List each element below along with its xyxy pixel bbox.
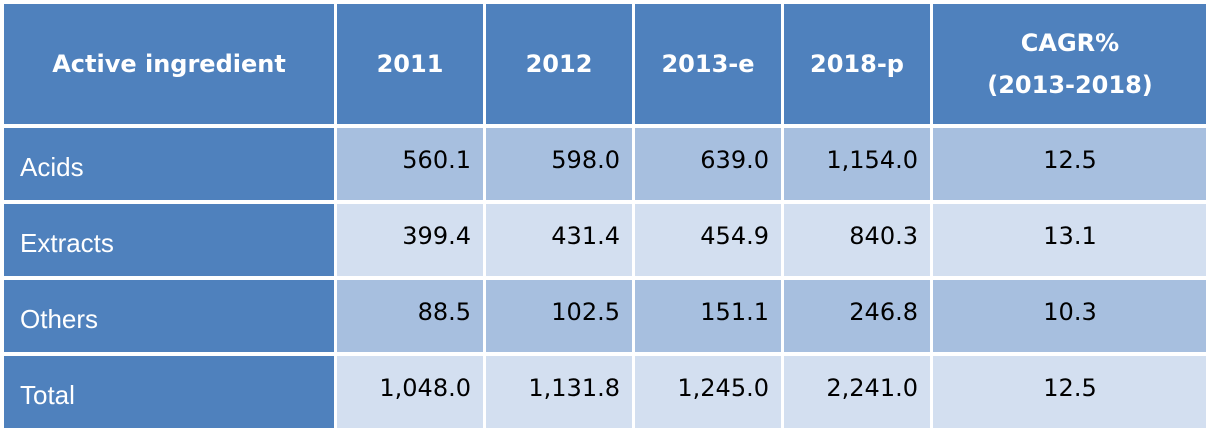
- cell-extracts-2011: 399.4: [337, 204, 483, 276]
- cell-total-cagr: 12.5: [933, 356, 1206, 428]
- cell-others-2013-e: 151.1: [635, 280, 781, 352]
- cell-total-2013-e: 1,245.0: [635, 356, 781, 428]
- header-2011: 2011: [337, 4, 483, 124]
- header-2018-p: 2018-p: [784, 4, 930, 124]
- cell-others-cagr: 10.3: [933, 280, 1206, 352]
- cell-others-2012: 102.5: [486, 280, 632, 352]
- header-active-ingredient: Active ingredient: [4, 4, 334, 124]
- header-2012: 2012: [486, 4, 632, 124]
- cell-extracts-2012: 431.4: [486, 204, 632, 276]
- row-label-extracts: Extracts: [4, 204, 334, 276]
- cell-total-2011: 1,048.0: [337, 356, 483, 428]
- cell-others-2018-p: 246.8: [784, 280, 930, 352]
- header-2013-e: 2013-e: [635, 4, 781, 124]
- cell-total-2018-p: 2,241.0: [784, 356, 930, 428]
- cell-acids-cagr: 12.5: [933, 128, 1206, 200]
- cell-total-2012: 1,131.8: [486, 356, 632, 428]
- cell-extracts-cagr: 13.1: [933, 204, 1206, 276]
- row-label-others: Others: [4, 280, 334, 352]
- row-label-total: Total: [4, 356, 334, 428]
- cell-acids-2012: 598.0: [486, 128, 632, 200]
- row-label-acids: Acids: [4, 128, 334, 200]
- cell-extracts-2013-e: 454.9: [635, 204, 781, 276]
- cell-others-2011: 88.5: [337, 280, 483, 352]
- header-cagr: CAGR% (2013-2018): [933, 4, 1206, 124]
- header-cagr-line1: CAGR%: [1020, 29, 1120, 57]
- cell-extracts-2018-p: 840.3: [784, 204, 930, 276]
- data-table: Active ingredient 2011 2012 2013-e 2018-…: [4, 4, 1206, 428]
- cell-acids-2011: 560.1: [337, 128, 483, 200]
- cell-acids-2013-e: 639.0: [635, 128, 781, 200]
- cell-acids-2018-p: 1,154.0: [784, 128, 930, 200]
- header-cagr-line2: (2013-2018): [987, 71, 1153, 99]
